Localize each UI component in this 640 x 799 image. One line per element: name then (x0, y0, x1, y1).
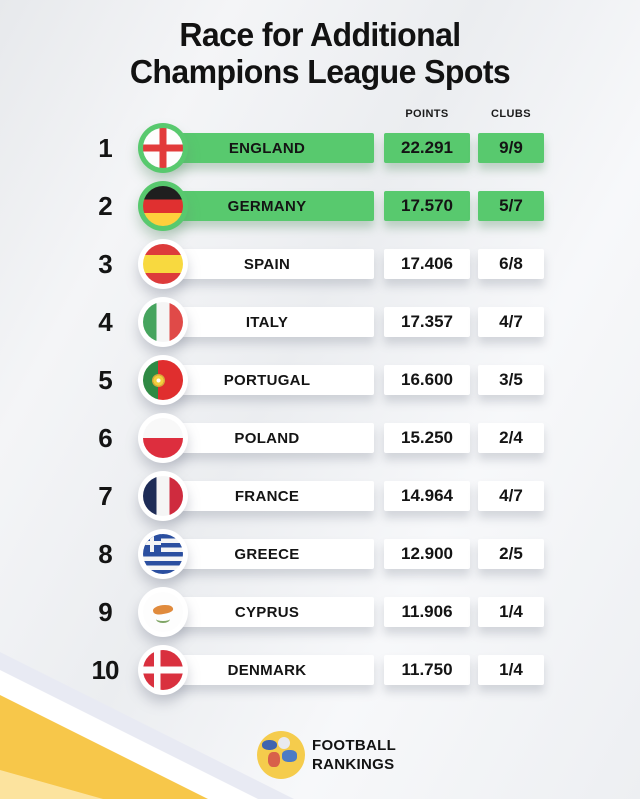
points-value: 17.406 (384, 249, 470, 279)
football-rankings-logo (257, 731, 305, 779)
table-row: 4 ITALY 17.357 4/7 (0, 293, 640, 351)
country-name: DENMARK (160, 655, 374, 685)
rank-label: 7 (98, 481, 112, 511)
brand-name: FOOTBALL RANKINGS (312, 736, 396, 774)
flag-poland-icon (143, 418, 183, 458)
flag-ring (138, 413, 188, 463)
clubs-value: 5/7 (478, 191, 544, 221)
page-title-line2: Champions League Spots (129, 53, 511, 90)
clubs-value: 9/9 (478, 133, 544, 163)
points-value: 15.250 (384, 423, 470, 453)
country-name: SPAIN (160, 249, 374, 279)
table-row: 2 GERMANY 17.570 5/7 (0, 177, 640, 235)
points-value: 17.570 (384, 191, 470, 221)
flag-cyprus-icon (143, 592, 183, 632)
clubs-value: 2/4 (478, 423, 544, 453)
table-row: 7 FRANCE 14.964 4/7 (0, 467, 640, 525)
country-name: ENGLAND (160, 133, 374, 163)
table-row: 5 PORTUGAL 16.600 3/5 (0, 351, 640, 409)
rank-label: 8 (98, 539, 112, 569)
flag-denmark-icon (143, 650, 183, 690)
table-row: 9 CYPRUS 11.906 1/4 (0, 583, 640, 641)
rank-label: 5 (98, 365, 112, 395)
clubs-value: 1/4 (478, 597, 544, 627)
country-name: CYPRUS (160, 597, 374, 627)
flag-spain-icon (143, 244, 183, 284)
rank-label: 10 (91, 655, 120, 685)
flag-ring (138, 239, 188, 289)
country-name: FRANCE (160, 481, 374, 511)
points-value: 16.600 (384, 365, 470, 395)
clubs-value: 3/5 (478, 365, 544, 395)
flag-italy-icon (143, 302, 183, 342)
table-row: 10 DENMARK 11.750 1/4 (0, 641, 640, 699)
brand-name-line1: FOOTBALL (312, 737, 397, 754)
clubs-value: 6/8 (478, 249, 544, 279)
rank-label: 6 (98, 423, 112, 453)
rank-label: 3 (98, 249, 112, 279)
flag-ring (138, 471, 188, 521)
flag-greece-icon (143, 534, 183, 574)
rank-label: 1 (98, 133, 112, 163)
ranking-table: 1 ENGLAND 22.291 9/9 2 GERMANY 17.570 5/… (0, 119, 640, 699)
logo-art (282, 750, 297, 762)
logo-art (278, 737, 290, 749)
table-row: 6 POLAND 15.250 2/4 (0, 409, 640, 467)
rank-label: 9 (98, 597, 112, 627)
country-name: GREECE (160, 539, 374, 569)
table-row: 8 GREECE 12.900 2/5 (0, 525, 640, 583)
rank-label: 2 (98, 191, 112, 221)
flag-ring (138, 645, 188, 695)
flag-france-icon (143, 476, 183, 516)
flag-ring (138, 355, 188, 405)
flag-ring (138, 297, 188, 347)
country-name: POLAND (160, 423, 374, 453)
flag-germany-icon (143, 186, 183, 226)
points-value: 22.291 (384, 133, 470, 163)
page-title-line1: Race for Additional (179, 16, 461, 53)
points-value: 17.357 (384, 307, 470, 337)
corner-decoration (0, 652, 294, 799)
page-title: Race for Additional Champions League Spo… (10, 16, 631, 90)
brand-name-line2: RANKINGS (312, 756, 395, 773)
country-name: PORTUGAL (160, 365, 374, 395)
flag-england-icon (143, 128, 183, 168)
logo-art (268, 752, 280, 767)
logo-art (262, 740, 277, 750)
country-name: GERMANY (160, 191, 374, 221)
flag-portugal-icon (143, 360, 183, 400)
table-row: 1 ENGLAND 22.291 9/9 (0, 119, 640, 177)
table-row: 3 SPAIN 17.406 6/8 (0, 235, 640, 293)
points-value: 11.906 (384, 597, 470, 627)
clubs-value: 2/5 (478, 539, 544, 569)
rank-label: 4 (98, 307, 112, 337)
clubs-value: 4/7 (478, 481, 544, 511)
country-name: ITALY (160, 307, 374, 337)
column-header-clubs: CLUBS (491, 108, 531, 120)
points-value: 11.750 (384, 655, 470, 685)
flag-ring (138, 181, 188, 231)
flag-ring (138, 529, 188, 579)
clubs-value: 4/7 (478, 307, 544, 337)
points-value: 12.900 (384, 539, 470, 569)
flag-ring (138, 587, 188, 637)
clubs-value: 1/4 (478, 655, 544, 685)
points-value: 14.964 (384, 481, 470, 511)
flag-ring (138, 123, 188, 173)
column-header-points: POINTS (405, 108, 449, 120)
